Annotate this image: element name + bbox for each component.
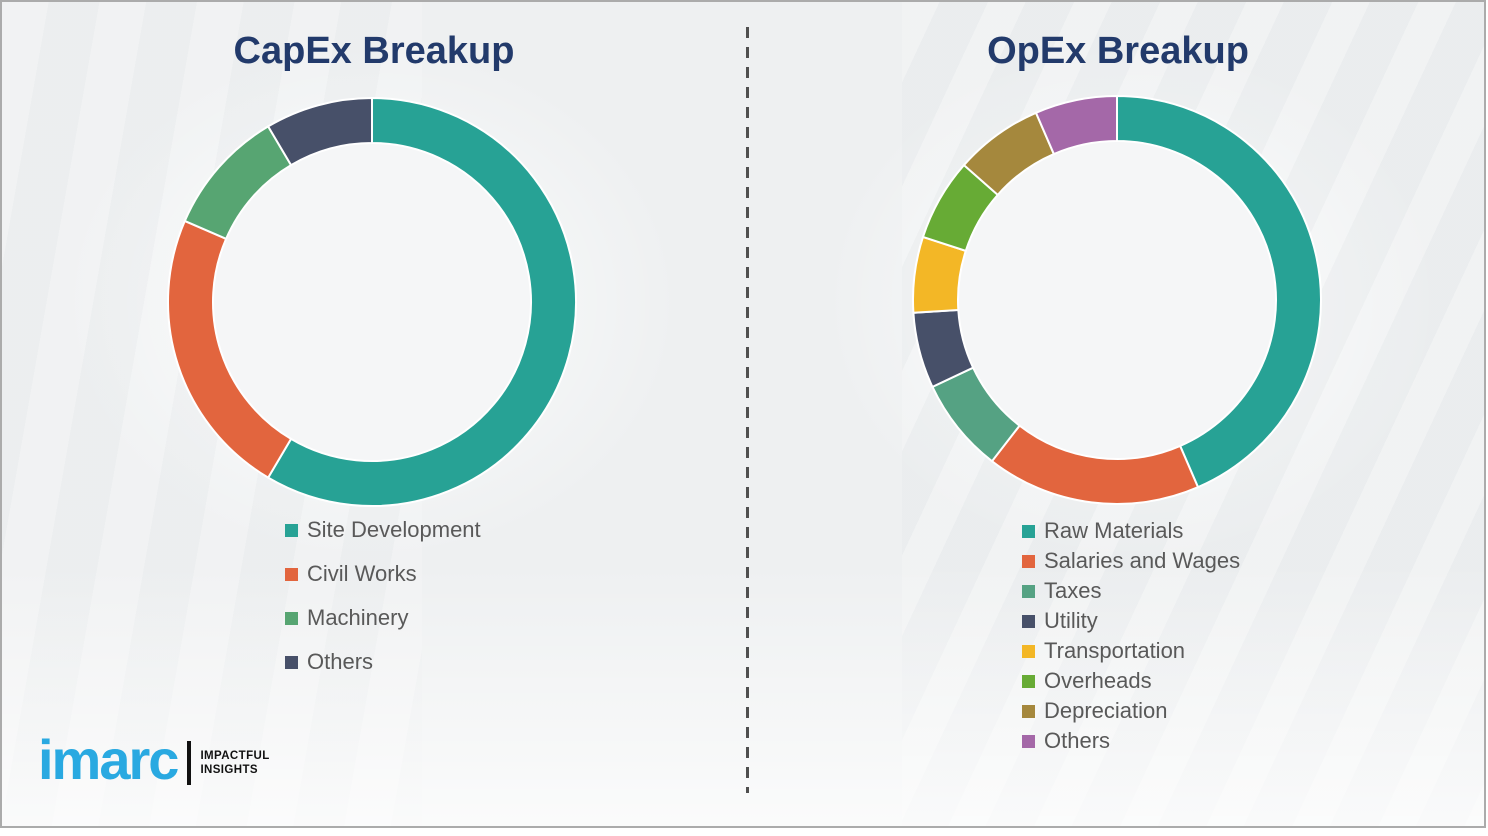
legend-item: Overheads: [1022, 666, 1240, 696]
donut-segment-others: [1034, 95, 1118, 156]
legend-item: Machinery: [285, 596, 481, 640]
donut-segment-raw-materials: [1116, 95, 1322, 489]
logo-divider-bar: [187, 741, 192, 785]
donut-hole: [213, 143, 531, 461]
legend-item: Others: [285, 640, 481, 684]
legend-item: Site Development: [285, 508, 481, 552]
legend-marker: [1022, 554, 1035, 568]
legend-label: Utility: [1044, 608, 1098, 633]
legend-item: Depreciation: [1022, 696, 1240, 726]
logo-tagline-line2: INSIGHTS: [200, 764, 258, 776]
legend-marker: [285, 611, 298, 625]
legend-marker: [1022, 734, 1035, 748]
donut-segment-site-development: [266, 97, 577, 507]
opex-legend: Raw Materials Salaries and Wages Taxes Util…: [1022, 516, 1240, 756]
legend-label: Taxes: [1044, 578, 1102, 603]
dashed-divider: [746, 27, 749, 793]
legend-label: Transportation: [1044, 638, 1186, 663]
logo-tagline-line1: IMPACTFUL: [200, 749, 270, 762]
legend-marker: [285, 567, 298, 581]
capex-title: CapEx Breakup: [233, 30, 515, 72]
legend-item: Utility: [1022, 606, 1240, 636]
opex-title: OpEx Breakup: [987, 30, 1249, 72]
capex-legend: Site Development Civil Works Machinery Othe…: [285, 508, 481, 684]
legend-label: Machinery: [307, 605, 409, 630]
opex-donut-chart: [912, 95, 1322, 505]
legend-item: Transportation: [1022, 636, 1240, 666]
legend-label: Civil Works: [307, 561, 417, 586]
legend-label: Site Development: [307, 517, 481, 542]
legend-label: Overheads: [1044, 668, 1152, 693]
legend-label: Others: [1044, 728, 1111, 753]
imarc-logo: imarc IMPACTFUL INSIGHTS: [38, 732, 270, 788]
legend-label: Salaries and Wages: [1044, 548, 1241, 573]
legend-marker: [1022, 674, 1035, 688]
donut-hole: [958, 141, 1276, 459]
background-texture: [2, 562, 1484, 826]
legend-label: Depreciation: [1044, 698, 1168, 723]
legend-marker: [285, 523, 298, 537]
legend-item: Salaries and Wages: [1022, 546, 1240, 576]
legend-marker: [1022, 704, 1035, 718]
legend-item: Raw Materials: [1022, 516, 1240, 546]
legend-marker: [1022, 524, 1035, 538]
capex-donut-chart: [167, 97, 577, 507]
legend-item: Others: [1022, 726, 1240, 756]
legend-marker: [285, 655, 298, 669]
legend-item: Taxes: [1022, 576, 1240, 606]
logo-tagline: IMPACTFUL INSIGHTS: [200, 749, 269, 778]
legend-marker: [1022, 614, 1035, 628]
legend-label: Others: [307, 649, 374, 674]
legend-label: Raw Materials: [1044, 518, 1184, 543]
imarc-wordmark: imarc: [38, 728, 179, 791]
legend-marker: [1022, 584, 1035, 598]
legend-item: Civil Works: [285, 552, 481, 596]
legend-marker: [1022, 644, 1035, 658]
donut-segment-others: [266, 97, 373, 167]
